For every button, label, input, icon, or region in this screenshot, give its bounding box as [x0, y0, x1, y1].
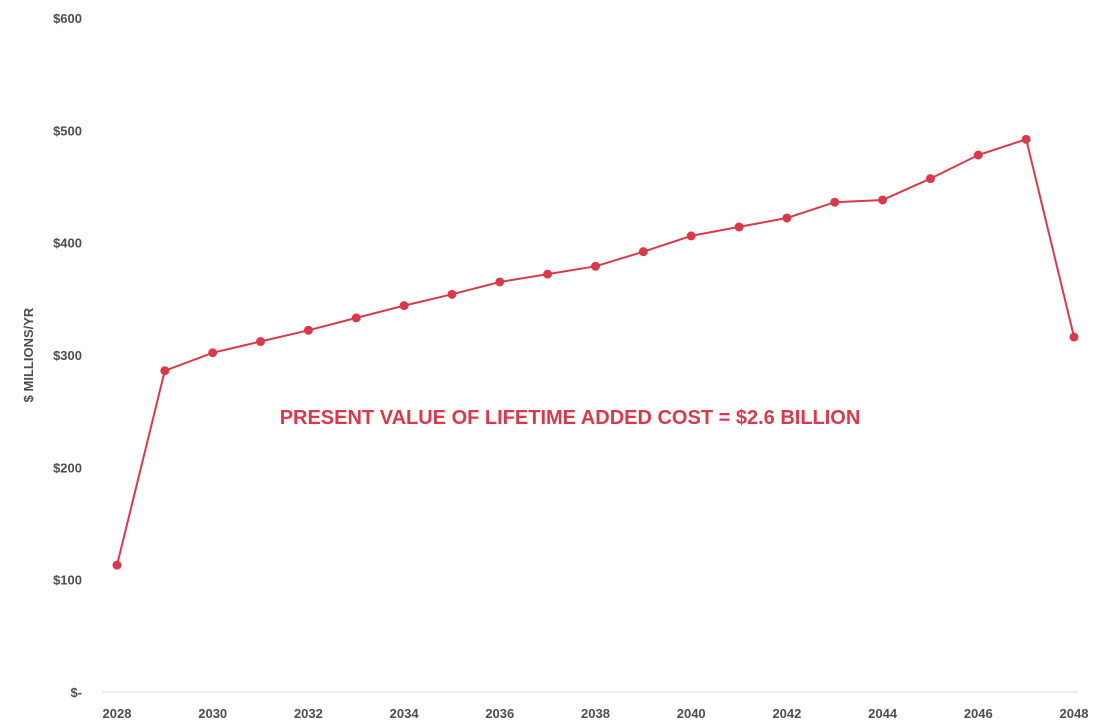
- x-tick-label: 2044: [868, 706, 898, 721]
- x-tick-label: 2034: [390, 706, 420, 721]
- x-tick-label: 2046: [964, 706, 993, 721]
- x-tick-label: 2036: [485, 706, 514, 721]
- data-point: [112, 560, 122, 570]
- data-point: [447, 289, 457, 299]
- data-point: [208, 348, 218, 358]
- data-point: [160, 366, 170, 376]
- y-tick-label: $-: [70, 685, 82, 700]
- data-point: [303, 325, 313, 335]
- x-tick-label: 2028: [103, 706, 132, 721]
- x-tick-label: 2032: [294, 706, 323, 721]
- x-tick-label: 2038: [581, 706, 610, 721]
- x-tick-label: 2030: [198, 706, 227, 721]
- y-axis-label: $ MILLIONS/YR: [21, 307, 36, 402]
- data-point: [925, 174, 935, 184]
- y-tick-label: $200: [53, 460, 82, 475]
- y-tick-label: $100: [53, 573, 82, 588]
- data-point: [734, 222, 744, 232]
- data-point: [399, 301, 409, 311]
- x-tick-labels: 2028 2030 2032 2034 2036 2038 2040 2042 2044 2046…: [103, 706, 1089, 721]
- x-tick-label: 2042: [772, 706, 801, 721]
- y-tick-label: $600: [53, 11, 82, 26]
- data-point: [495, 277, 505, 287]
- data-point: [878, 195, 888, 205]
- series-points: [112, 134, 1079, 570]
- y-tick-label: $300: [53, 348, 82, 363]
- data-point: [782, 213, 792, 223]
- chart-annotation: PRESENT VALUE OF LIFETIME ADDED COST = $…: [280, 407, 861, 429]
- data-point: [973, 150, 983, 160]
- data-point: [686, 231, 696, 241]
- y-tick-label: $500: [53, 123, 82, 138]
- data-point: [830, 197, 840, 207]
- data-point: [1021, 134, 1031, 144]
- data-point: [638, 247, 648, 257]
- y-tick-label: $400: [53, 236, 82, 251]
- data-point: [256, 337, 266, 347]
- data-point: [1069, 332, 1079, 342]
- x-tick-label: 2040: [677, 706, 706, 721]
- data-point: [351, 313, 361, 323]
- data-point: [591, 261, 600, 271]
- y-tick-labels: $- $100 $200 $300 $400 $500 $600: [53, 11, 82, 700]
- data-point: [543, 269, 553, 279]
- x-tick-label: 2048: [1060, 706, 1089, 721]
